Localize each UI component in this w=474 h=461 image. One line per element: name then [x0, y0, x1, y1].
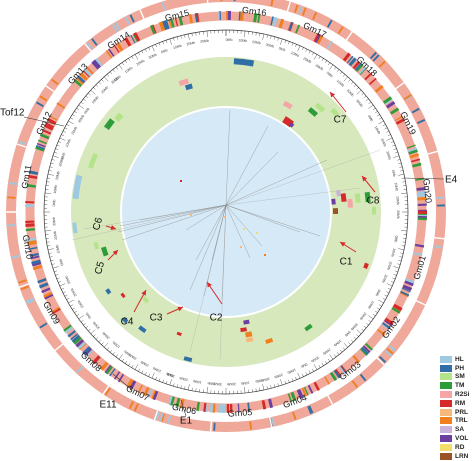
legend-item: RD	[440, 443, 474, 452]
heatmap-mark	[228, 11, 231, 20]
tick-label: 20Mb	[227, 382, 236, 386]
legend-swatch	[440, 453, 452, 460]
qtl-block-r2si	[347, 199, 353, 208]
heatmap-mark	[418, 203, 427, 205]
legend-swatch	[440, 400, 452, 407]
locus-label-tof12: Tof12	[0, 108, 25, 119]
legend-swatch	[440, 426, 452, 433]
qtl-mark-rd	[256, 232, 258, 234]
legend-label: SM	[455, 373, 465, 380]
qtl-block-vol	[331, 199, 336, 205]
legend-swatch	[440, 382, 452, 389]
legend-label: LRN	[455, 453, 468, 460]
legend-swatch	[440, 391, 452, 398]
legend-swatch	[440, 417, 452, 424]
chromosome-label: Gm05	[227, 407, 252, 419]
legend-label: PH	[455, 365, 464, 372]
qtl-mark-trl	[264, 254, 266, 256]
legend-item: HL	[440, 355, 474, 364]
cluster-label: C1	[340, 257, 353, 268]
tick-label: 0Mb	[52, 199, 56, 206]
qtl-mark-rm	[180, 180, 182, 182]
tick-label: 0Mb	[207, 381, 214, 386]
tick-label: 0Mb	[226, 38, 233, 42]
legend-swatch	[440, 373, 452, 380]
legend-item: SM	[440, 373, 474, 382]
cluster-label: C3	[150, 313, 163, 324]
locus-label-e1: E1	[180, 416, 193, 427]
cluster-label: C4	[121, 317, 134, 328]
qtl-mark-prl	[224, 216, 226, 218]
inner-link-area	[121, 107, 331, 317]
legend-swatch	[440, 356, 452, 363]
tick-label: 30Mb	[52, 217, 56, 226]
heatmap-mark	[418, 211, 427, 214]
heatmap-mark	[222, 404, 225, 413]
legend-item: TM	[440, 381, 474, 390]
legend-item: RM	[440, 399, 474, 408]
tick-label: 10Mb	[238, 38, 247, 43]
tick-label: 30Mb	[396, 210, 400, 219]
qtl-block-lrn	[333, 208, 338, 214]
ideogram-mark	[220, 0, 222, 1]
qtl-block-sm	[355, 193, 361, 203]
qtl-block-sm	[372, 207, 376, 215]
legend-label: TM	[455, 382, 464, 389]
locus-label-e4: E4	[445, 175, 458, 186]
legend-label: HL	[455, 356, 464, 363]
heatmap-mark	[25, 204, 34, 207]
legend-swatch	[440, 435, 452, 442]
qtl-mark-rd	[243, 228, 245, 230]
legend-item: PH	[440, 364, 474, 373]
tick-label: 20Mb	[395, 196, 400, 205]
legend-item: TRL	[440, 417, 474, 426]
qtl-mark-prl	[240, 246, 242, 248]
legend-item: LRN	[440, 452, 474, 461]
legend-swatch	[440, 365, 452, 372]
legend-label: RM	[455, 400, 465, 407]
cluster-label: C7	[334, 115, 347, 126]
legend-item: R2Si	[440, 390, 474, 399]
legend-item: SA	[440, 425, 474, 434]
legend-label: TRL	[455, 417, 468, 424]
ideogram-mark	[437, 204, 445, 206]
cluster-label: C8	[367, 196, 380, 207]
qtl-mark-prl	[190, 214, 192, 216]
cluster-label: C2	[210, 313, 223, 324]
legend-label: VOL	[455, 435, 468, 442]
heatmap-mark	[219, 404, 222, 413]
legend-label: R2Si	[455, 391, 469, 398]
legend-label: RD	[455, 444, 464, 451]
legend-label: SA	[455, 426, 464, 433]
legend-item: VOL	[440, 434, 474, 443]
legend-item: PRL	[440, 408, 474, 417]
locus-label-e11: E11	[99, 400, 116, 411]
qtl-block-rm	[341, 193, 347, 202]
heatmap-mark	[418, 218, 427, 221]
legend-swatch	[440, 409, 452, 416]
legend-swatch	[440, 444, 452, 451]
legend-label: PRL	[455, 409, 468, 416]
